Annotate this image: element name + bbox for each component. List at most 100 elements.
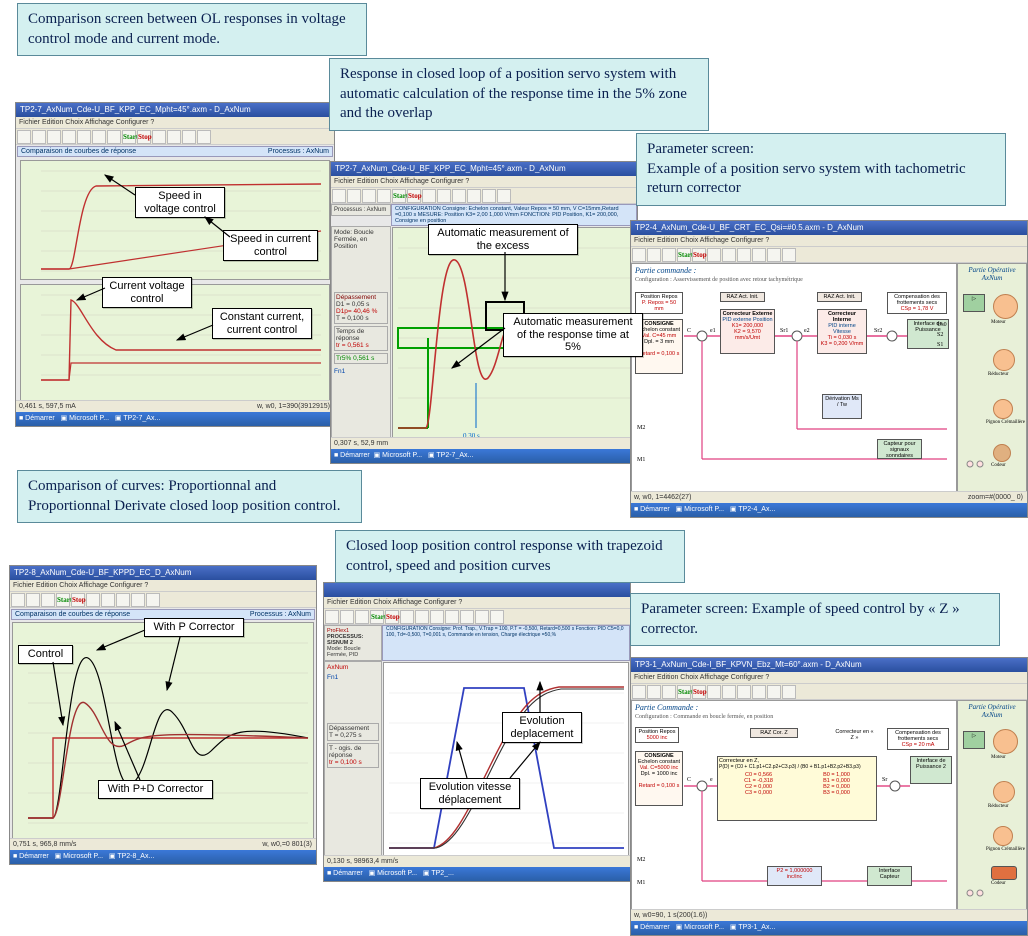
svg-text:Sr: Sr	[882, 777, 887, 783]
status-bar: 0,130 s, 98963,4 mm/s	[324, 855, 630, 867]
tr-title: Temps de réponse	[336, 328, 386, 342]
annot-evol-depl: Evolution deplacement	[502, 712, 582, 743]
taskbar[interactable]: ■ Démarrer ▣ Microsoft P... ▣ TP2-4_Ax..…	[631, 503, 1027, 517]
t-label: T = 0,100 s	[336, 315, 386, 322]
menubar[interactable]: Fichier Edition Choix Affichage Configur…	[631, 672, 1027, 684]
annot-cur-constant: Constant current, current control	[212, 308, 312, 339]
status-left: w, w0=90, 1 s(200(1.6))	[634, 912, 707, 919]
status-left: 0,307 s, 52,9 mm	[334, 440, 388, 447]
axnum-label: AxNum	[327, 664, 379, 671]
tr-value: tr = 0,561 s	[336, 342, 386, 349]
annot-tr5: Automatic measurement of the response ti…	[503, 313, 643, 357]
screenshot-trapezoid: Fichier Edition Choix Affichage Configur…	[323, 582, 631, 882]
screenshot-param-z: TP3-1_AxNum_Cde-I_BF_KPVN_Ebz_Mt=60°.axm…	[630, 657, 1028, 936]
svg-text:M1: M1	[637, 880, 645, 886]
menubar[interactable]: Fichier Edition Choix Affichage Configur…	[16, 117, 334, 129]
proc-label: ProFlex1 PROCESSUS: S/SNUM 2 Mode: Boucl…	[324, 625, 382, 661]
window-titlebar: TP3-1_AxNum_Cde-I_BF_KPVN_Ebz_Mt=60°.axm…	[631, 658, 1027, 672]
svg-text:e1: e1	[710, 328, 716, 334]
status-left: w, w0, 1=4462(27)	[634, 494, 691, 501]
window-titlebar: TP2-7_AxNum_Cde-U_BF_KPP_EC_Mpht=45°.axm…	[331, 162, 637, 176]
taskbar[interactable]: ■ Démarrer ▣ Microsoft P... ▣ TP2-7_Ax..…	[16, 412, 334, 426]
menubar[interactable]: Fichier Edition Choix Affichage Configur…	[10, 580, 316, 592]
annot-p: With P Corrector	[144, 618, 244, 637]
plot-speed	[20, 160, 330, 280]
status-left: 0,751 s, 965,8 mm/s	[13, 841, 76, 848]
depass-title: Dépassement	[336, 294, 386, 301]
diagram-command: Partie Commande : Configuration : Comman…	[631, 700, 957, 921]
caption-ol-compare: Comparison screen between OL responses i…	[17, 3, 367, 56]
diagram-command: Partie commande : Configuration : Asserv…	[631, 263, 957, 503]
header-label: Comparaison de courbes de réponse	[21, 148, 136, 155]
toolbar[interactable]: Start Stop	[331, 188, 637, 204]
screenshot-ol-compare: TP2-7_AxNum_Cde-U_BF_KPP_EC_Mpht=45°.axm…	[15, 102, 335, 427]
block-cap-int: P2 = 1,000000 inc/inc	[767, 866, 822, 886]
diagram-operative: Partie Opérative AxNum ▷ Moteur Réducteu…	[957, 263, 1027, 503]
mode-label: Mode: Boucle Fermée, en Position	[334, 229, 388, 250]
taskbar[interactable]: ■ Démarrer ▣ Microsoft P... ▣ TP2-7_Ax..…	[331, 449, 637, 463]
caption-pd-compare: Comparison of curves: Proportionnal and …	[17, 470, 362, 523]
taskbar[interactable]: ■ Démarrer ▣ Microsoft P... ▣ TP2_...	[324, 867, 630, 881]
taskbar[interactable]: ■ Démarrer ▣ Microsoft P... ▣ TP2-8_Ax..…	[10, 850, 316, 864]
svg-text:Sr1: Sr1	[780, 328, 788, 334]
svg-text:C: C	[687, 777, 691, 783]
processus-label: Processus : AxNum	[268, 148, 329, 155]
block-captor: Capteur pour signaux sonndaires	[877, 439, 922, 459]
window-titlebar: TP2-4_AxNum_Cde-U_BF_CRT_EC_Qsi=#0.5.axm…	[631, 221, 1027, 235]
stop-button[interactable]: Stop	[692, 248, 706, 262]
status-bar: 0,751 s, 965,8 mm/s w, w0,=0 801(3)	[10, 838, 316, 850]
menubar[interactable]: Fichier Edition Choix Affichage Configur…	[631, 235, 1027, 247]
window-titlebar	[324, 583, 630, 597]
toolbar[interactable]: Start Stop	[631, 247, 1027, 263]
start-button[interactable]: Start	[392, 189, 406, 203]
svg-text:S1: S1	[937, 342, 943, 348]
d1-label: D1 = 0,05 s	[336, 301, 386, 308]
fn1-label: Fn1	[334, 368, 388, 375]
start-button[interactable]: Start	[677, 685, 691, 699]
caption-param-tacho: Parameter screen: Example of a position …	[636, 133, 1006, 206]
stop-button[interactable]: Stop	[407, 189, 421, 203]
toolbar[interactable]: Start Stop	[16, 129, 334, 145]
proc-label: Processus : AxNum	[331, 204, 391, 216]
config-strip: CONFIGURATION Consigne: Echelon constant…	[391, 204, 637, 226]
status-bar: 0,461 s, 597,5 mA w, w0, 1=390(3912915)	[16, 400, 334, 412]
svg-text:C: C	[687, 328, 691, 334]
svg-text:M1: M1	[637, 457, 645, 463]
stop-button[interactable]: Stop	[692, 685, 706, 699]
start-button[interactable]: Start	[677, 248, 691, 262]
diagram-operative: Partie Opérative AxNum ▷ Moteur Réducteu…	[957, 700, 1027, 921]
status-left: 0,461 s, 597,5 mA	[19, 403, 76, 410]
toolbar[interactable]: Start Stop	[324, 609, 630, 625]
svg-text:M2: M2	[637, 425, 645, 431]
config-strip: CONFIGURATION Consigne: Prof. Trap., V.T…	[382, 625, 630, 661]
tr5-box: Tr5% 0,561 s	[334, 353, 388, 364]
svg-text:Sr2: Sr2	[874, 328, 882, 334]
status-bar: w, w0, 1=4462(27) zoom=#(0000_ 0)	[631, 491, 1027, 503]
status-bar: 0,307 s, 52,9 mm	[331, 437, 637, 449]
toolbar[interactable]: Start Stop	[631, 684, 1027, 700]
svg-text:S2: S2	[937, 332, 943, 338]
svg-text:Us0: Us0	[937, 322, 947, 328]
menubar[interactable]: Fichier Edition Choix Affichage Configur…	[324, 597, 630, 609]
chart-header: Comparaison de courbes de réponse Proces…	[17, 146, 333, 157]
screenshot-param-tacho: TP2-4_AxNum_Cde-U_BF_CRT_EC_Qsi=#0.5.axm…	[630, 220, 1028, 518]
taskbar[interactable]: ■ Démarrer ▣ Microsoft P... ▣ TP3-1_Ax..…	[631, 921, 1027, 935]
toolbar[interactable]: Start Stop	[10, 592, 316, 608]
start-button[interactable]: Start	[56, 593, 70, 607]
svg-text:e: e	[710, 777, 713, 783]
start-button[interactable]: Start	[122, 130, 136, 144]
caption-param-z: Parameter screen: Example of speed contr…	[630, 593, 1000, 646]
menubar[interactable]: Fichier Edition Choix Affichage Configur…	[331, 176, 637, 188]
block-cap-intf: Interface Capteur	[867, 866, 912, 886]
status-left: 0,130 s, 98963,4 mm/s	[327, 858, 398, 865]
caption-closed-loop: Response in closed loop of a position se…	[329, 58, 709, 131]
stop-button[interactable]: Stop	[71, 593, 85, 607]
side-panel: AxNum Fn1 Dépassement T = 0,275 s T - og…	[324, 661, 382, 879]
stop-button[interactable]: Stop	[137, 130, 151, 144]
annot-cur-voltage: Current voltage control	[102, 277, 192, 308]
stop-button[interactable]: Stop	[385, 610, 399, 624]
start-button[interactable]: Start	[370, 610, 384, 624]
annot-evol-vit: Evolution vitesse déplacement	[420, 778, 520, 809]
svg-text:e2: e2	[804, 328, 810, 334]
svg-text:M2: M2	[637, 857, 645, 863]
